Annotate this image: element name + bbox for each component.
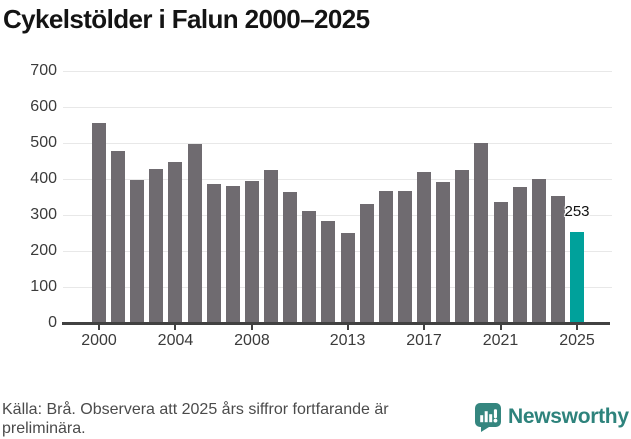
x-axis-line [62, 321, 610, 325]
y-axis-label-300: 300 [30, 206, 57, 223]
bar-2016 [397, 190, 412, 323]
bar-2013 [340, 233, 355, 323]
bar-2015 [378, 190, 393, 323]
y-gridline-500 [63, 142, 612, 144]
x-axis-label-2017: 2017 [406, 332, 442, 349]
x-axis-label-2025: 2025 [559, 332, 595, 349]
bar-2025 [570, 231, 584, 323]
bar-2009 [264, 170, 279, 323]
x-tick-2004 [174, 324, 177, 330]
bar-2004 [168, 162, 183, 323]
x-tick-2008 [250, 324, 253, 330]
x-tick-2021 [499, 324, 502, 330]
bar-2001 [111, 150, 126, 323]
bar-2014 [359, 203, 374, 323]
bar-2002 [130, 180, 145, 323]
y-gridline-300 [63, 214, 612, 216]
x-axis-label-2021: 2021 [482, 332, 519, 349]
bar-2011 [302, 211, 317, 323]
y-axis-label-500: 500 [30, 134, 57, 151]
bar-2022 [512, 186, 527, 323]
chart-title: Cykelstölder i Falun 2000–2025 [3, 4, 370, 34]
y-gridline-100 [63, 286, 612, 288]
y-gridline-700 [63, 70, 612, 72]
y-axis-label-100: 100 [30, 278, 57, 295]
x-axis-label-2013: 2013 [329, 332, 366, 349]
bar-2007 [225, 185, 240, 323]
bar-2017 [417, 171, 432, 323]
bar-2018 [436, 181, 451, 323]
bar-2010 [283, 191, 298, 323]
newsworthy-brand: Newsworthy [475, 402, 629, 432]
x-tick-2000 [98, 324, 100, 330]
x-tick-2017 [423, 324, 426, 330]
highlight-value-label: 253 [564, 202, 590, 220]
x-axis-label-2000: 2000 [81, 332, 117, 349]
y-axis-label-600: 600 [30, 98, 57, 115]
bar-2021 [493, 201, 508, 323]
bar-2023 [531, 179, 546, 323]
bar-2008 [244, 180, 259, 323]
y-axis-label-400: 400 [30, 170, 57, 187]
bar-2003 [149, 168, 164, 323]
bar-2019 [455, 170, 470, 323]
x-axis-label-2008: 2008 [234, 332, 270, 349]
y-axis-label-700: 700 [30, 62, 57, 79]
bar-2005 [187, 144, 202, 323]
bar-2000 [92, 123, 106, 323]
y-gridline-200 [63, 250, 612, 252]
bar-2006 [206, 184, 221, 323]
x-tick-2013 [346, 324, 349, 330]
bar-2020 [474, 143, 489, 323]
bar-2012 [321, 221, 336, 323]
source-note: Källa: Brå. Observera att 2025 års siffr… [2, 401, 389, 437]
bar-2024 [550, 195, 565, 323]
y-gridline-600 [63, 106, 612, 108]
y-gridline-400 [63, 178, 612, 180]
newsworthy-wordmark: Newsworthy [508, 405, 629, 428]
newsworthy-logo-icon [475, 402, 501, 432]
y-axis-label-200: 200 [30, 242, 57, 259]
y-axis-label-0: 0 [48, 314, 57, 331]
x-tick-2025 [576, 324, 578, 330]
x-axis-label-2004: 2004 [157, 332, 194, 349]
